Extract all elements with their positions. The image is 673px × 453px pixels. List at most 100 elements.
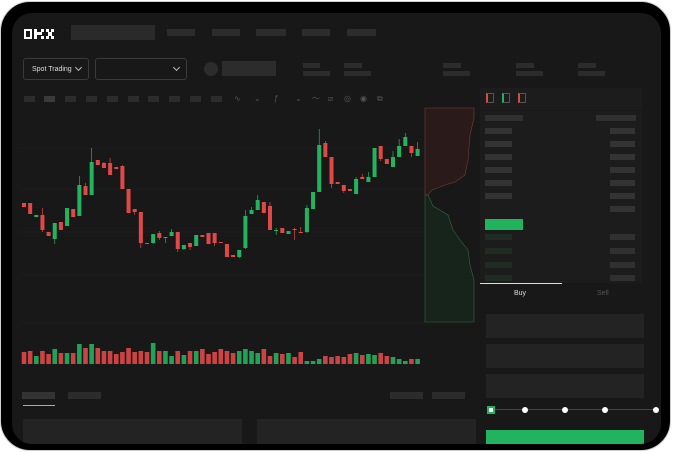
depth-asks-area — [424, 107, 475, 196]
orders-card — [257, 419, 476, 444]
candle-body — [138, 212, 143, 243]
chevron-down-icon[interactable]: ⌄ — [295, 94, 302, 103]
nav-item[interactable] — [256, 29, 286, 36]
search-bar[interactable] — [71, 25, 155, 40]
volume-bar — [347, 354, 353, 364]
volume-bar — [70, 353, 76, 364]
volume-bar — [384, 356, 390, 364]
candle-body — [52, 223, 57, 239]
volume-bar — [249, 351, 254, 364]
okx-logo[interactable] — [24, 29, 54, 39]
volume-bar — [107, 351, 113, 364]
book-asks-icon[interactable] — [518, 93, 526, 103]
timeframe-button[interactable] — [190, 96, 201, 102]
candle-body — [58, 222, 63, 230]
candle-body — [347, 189, 352, 191]
book-bids-icon[interactable] — [502, 93, 510, 103]
timeframe-button[interactable] — [86, 96, 97, 102]
volume-bar — [206, 354, 211, 364]
timeframe-button-active[interactable] — [44, 96, 55, 102]
price-input[interactable] — [486, 314, 644, 338]
ask-price — [485, 128, 512, 134]
candle-body — [77, 185, 82, 216]
ask-size — [610, 180, 635, 186]
candle-body — [304, 208, 309, 232]
volume-bar — [310, 361, 316, 364]
wave-icon[interactable]: ∿ — [234, 94, 241, 103]
volume-bar — [27, 351, 33, 364]
candle-body — [237, 250, 242, 257]
timeframe-button[interactable] — [169, 96, 180, 102]
timeframe-button[interactable] — [211, 96, 222, 102]
pair-selector[interactable] — [95, 58, 187, 80]
candle-body — [335, 182, 340, 184]
volume-bar — [359, 355, 365, 364]
line-icon[interactable]: 〜 — [312, 94, 320, 103]
slider-handle[interactable] — [487, 406, 495, 414]
tab-open-orders[interactable] — [22, 392, 55, 399]
tab-order-history[interactable] — [68, 392, 101, 399]
candle-body — [89, 162, 94, 195]
ask-size — [610, 154, 635, 160]
candle-body — [360, 177, 365, 179]
tab-buy[interactable]: Buy — [514, 290, 527, 297]
bid-size — [610, 248, 635, 254]
candle-body — [231, 255, 236, 257]
total-input[interactable] — [486, 374, 644, 398]
book-both-icon[interactable] — [486, 93, 494, 103]
volume-bar — [126, 348, 131, 364]
timeframe-button[interactable] — [128, 96, 139, 102]
volume-bar — [396, 359, 402, 364]
candle-body — [194, 235, 199, 246]
candle-body — [274, 230, 279, 231]
candle-body — [384, 159, 389, 164]
settings-icon[interactable]: ◉ — [360, 94, 367, 103]
candle-body — [268, 206, 272, 230]
volume-bar — [273, 353, 279, 364]
buy-button[interactable] — [486, 430, 644, 444]
candle-body — [372, 148, 377, 177]
volume-bar — [34, 356, 39, 364]
candle-body — [212, 233, 217, 243]
nav-item[interactable] — [347, 29, 376, 36]
timeframe-button[interactable] — [148, 96, 159, 102]
candle-body — [157, 233, 162, 238]
slider-stop[interactable] — [562, 407, 568, 413]
nav-item[interactable] — [212, 29, 240, 36]
amount-slider[interactable] — [490, 409, 656, 410]
nav-item[interactable] — [302, 29, 330, 36]
filter-button[interactable] — [390, 392, 423, 399]
wave-down-icon[interactable]: ⌄ — [254, 94, 261, 103]
candle-body — [249, 210, 254, 214]
candle-body — [151, 234, 156, 243]
amount-input[interactable] — [486, 344, 644, 368]
slider-stop[interactable] — [522, 407, 528, 413]
filter-button[interactable] — [432, 392, 465, 399]
fullscreen-icon[interactable]: ⧉ — [377, 94, 383, 103]
market-selector[interactable]: Spot Trading — [23, 58, 89, 80]
volume-bar — [390, 357, 396, 364]
stat-value — [443, 71, 470, 76]
orderbook — [480, 111, 642, 283]
indicator-icon[interactable]: ƒ — [274, 94, 279, 103]
volume-bar — [261, 349, 267, 364]
slider-stop[interactable] — [602, 407, 608, 413]
nav-item[interactable] — [167, 29, 195, 36]
slider-stop[interactable] — [653, 407, 659, 413]
candle-body — [200, 235, 205, 237]
timeframe-button[interactable] — [107, 96, 118, 102]
candle-body — [28, 203, 33, 214]
volume-bar — [415, 359, 420, 364]
snapshot-icon[interactable]: ◎ — [344, 94, 351, 103]
candle-body — [126, 189, 131, 213]
tab-sell[interactable]: Sell — [597, 290, 609, 297]
volume-bar — [292, 357, 297, 364]
candle-body — [329, 157, 334, 184]
ask-price — [485, 180, 512, 186]
timeframe-button[interactable] — [65, 96, 76, 102]
volume-bar — [267, 356, 273, 364]
volume-bar — [366, 354, 371, 364]
timeframe-button[interactable] — [24, 96, 35, 102]
ruler-icon[interactable]: ⧄ — [328, 94, 334, 103]
